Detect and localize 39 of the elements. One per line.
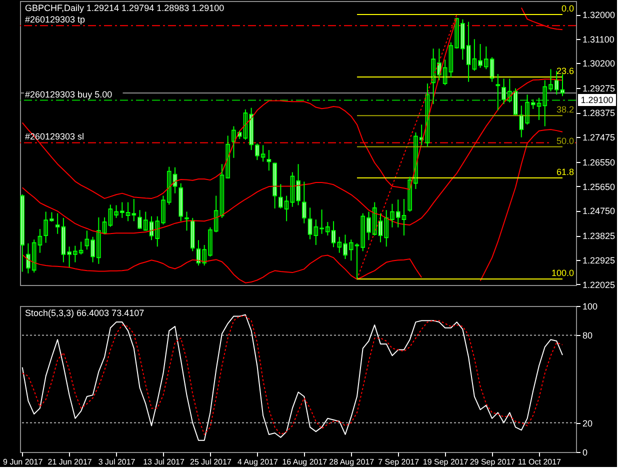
chart-title: GBPCHF,Daily 1.29214 1.29794 1.28983 1.29100 <box>25 3 224 13</box>
y-tick-label: 1.26550 <box>582 157 616 168</box>
x-tick-label: 13 Jul 2017 <box>143 458 185 466</box>
y-tick-label: 1.31100 <box>582 34 614 44</box>
y-tick-label: 1.22025 <box>582 280 616 290</box>
y-tick-label: 1.27475 <box>582 132 616 142</box>
y-tick-label: 1.25650 <box>582 182 616 192</box>
y-tick-label: 1.24750 <box>582 206 616 216</box>
chart-title: Stoch(5,3,3) 66.4003 73.4107 <box>25 308 144 318</box>
x-tick-label: 28 Aug 2017 <box>329 458 375 466</box>
y-tick-label: 1.23825 <box>582 231 616 242</box>
x-tick-label: 4 Aug 2017 <box>237 458 278 466</box>
y-tick-label: 80 <box>582 330 593 341</box>
series-label: 23.6 <box>556 66 574 76</box>
x-tick-label: 9 Jun 2017 <box>3 458 44 466</box>
y-tick-label: 20 <box>582 418 593 428</box>
y-tick-label: 1.22925 <box>582 255 616 266</box>
x-tick-label: 11 Oct 2017 <box>518 458 562 466</box>
x-tick-label: 29 Sep 2017 <box>470 458 516 466</box>
series-label: 50.0 <box>556 136 574 146</box>
series-label: 61.8 <box>556 166 574 177</box>
x-tick-label: 16 Aug 2017 <box>282 458 328 466</box>
y-tick-label: 1.32000 <box>582 10 616 20</box>
y-tick-label: 1.29275 <box>582 84 616 94</box>
y-tick-label: 100 <box>582 302 598 312</box>
ref-line-label: #260129303 tp <box>25 14 86 25</box>
x-tick-label: 7 Sep 2017 <box>378 458 420 466</box>
x-tick-label: 3 Jul 2017 <box>98 458 136 466</box>
series-label: 100.0 <box>551 268 574 278</box>
x-tick-label: 25 Jul 2017 <box>190 458 232 466</box>
ref-line-label: 1.29100 <box>580 94 614 105</box>
y-tick-label: 0 <box>582 448 588 458</box>
y-tick-label: 1.28375 <box>582 108 616 118</box>
series-label: 0.0 <box>561 4 574 14</box>
series-label: 38.2 <box>556 104 574 115</box>
x-tick-label: 19 Sep 2017 <box>422 458 469 466</box>
ref-line-label: #260129303 buy 5.00 <box>25 89 112 100</box>
y-tick-label: 1.30200 <box>582 58 616 69</box>
x-tick-label: 21 Jun 2017 <box>48 458 92 466</box>
